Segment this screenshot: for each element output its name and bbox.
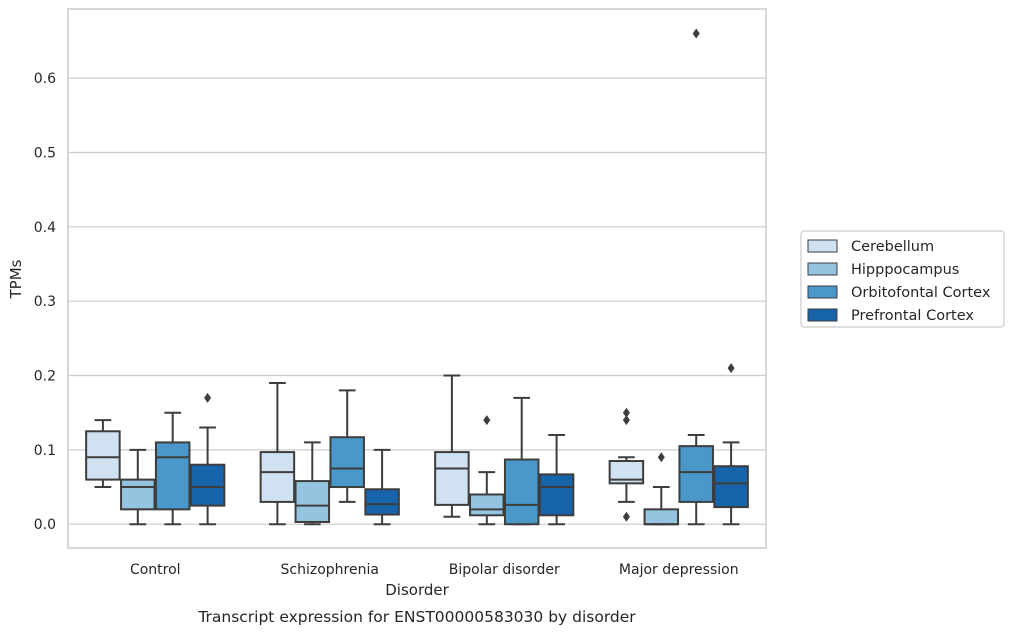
x-tick-labels: Control Schizophrenia Bipolar disorder Majo…	[130, 562, 739, 578]
outlier-point	[657, 452, 665, 463]
chart-caption: Transcript expression for ENST0000058303…	[197, 608, 636, 626]
box-series	[85, 28, 749, 526]
legend-label: Hipppocampus	[851, 262, 959, 278]
box-mark	[120, 448, 156, 526]
legend: Cerebellum Hipppocampus Orbitofontal Corte…	[800, 230, 1005, 328]
outlier-point	[692, 28, 700, 39]
box-body	[608, 460, 645, 485]
y-tick-label: 0.0	[34, 517, 56, 533]
y-tick-label: 0.4	[34, 220, 56, 236]
series-hipppocampus	[120, 415, 680, 526]
y-tick-label: 0.2	[34, 369, 56, 385]
box-mark	[538, 433, 575, 526]
legend-label: Cerebellum	[851, 239, 934, 255]
x-tick-label: Schizophrenia	[281, 562, 379, 578]
outlier-point	[727, 363, 735, 374]
box-mark	[503, 396, 540, 526]
legend-swatch	[807, 285, 838, 299]
box-body	[189, 463, 226, 507]
y-tick-label: 0.5	[34, 145, 56, 161]
series-cerebellum	[85, 374, 645, 526]
box-body	[713, 465, 749, 509]
x-tick-label: Bipolar disorder	[449, 562, 560, 578]
outlier-point	[483, 415, 491, 426]
box-mark	[608, 407, 645, 522]
legend-swatch	[807, 308, 838, 322]
x-axis-label: Disorder	[385, 581, 449, 599]
box-body	[364, 488, 400, 516]
outlier-point	[622, 415, 630, 426]
legend-swatch	[807, 262, 838, 276]
y-tick-label: 0.3	[34, 294, 56, 310]
x-tick-label: Control	[130, 562, 181, 578]
box-body	[85, 430, 121, 481]
series-orbitofontal-cortex	[154, 28, 714, 526]
legend-label: Prefrontal Cortex	[851, 308, 974, 324]
box-body	[294, 480, 331, 523]
box-body	[503, 458, 540, 526]
y-axis-label: TPMs	[7, 259, 25, 299]
legend-frame	[800, 230, 1005, 328]
box-body	[120, 478, 156, 511]
y-tick-label: 0.1	[34, 443, 56, 459]
box-mark	[154, 411, 191, 526]
box-body	[469, 493, 505, 517]
box-mark	[329, 389, 365, 503]
box-mark	[259, 381, 296, 526]
box-body	[643, 508, 680, 526]
box-body	[678, 445, 714, 503]
box-body	[538, 473, 575, 517]
box-mark	[189, 392, 226, 526]
outlier-point	[622, 407, 630, 418]
x-tick-label: Major depression	[619, 562, 739, 578]
box-body	[154, 441, 191, 511]
box-mark	[434, 374, 470, 518]
box-mark	[469, 415, 505, 526]
plot-frame	[67, 8, 767, 549]
box-body	[259, 451, 296, 503]
box-mark	[294, 441, 331, 526]
y-tick-labels: 0.0 0.1 0.2 0.3 0.4 0.5 0.6	[34, 71, 56, 533]
box-body	[329, 436, 365, 489]
box-mark	[678, 28, 714, 526]
legend-swatch	[807, 239, 838, 253]
outlier-point	[622, 511, 630, 522]
box-mark	[85, 419, 121, 489]
series-prefrontal-cortex	[189, 363, 749, 526]
box-body	[434, 451, 470, 506]
outlier-point	[204, 392, 212, 403]
legend-label: Orbitofontal Cortex	[851, 285, 991, 301]
box-mark	[713, 363, 749, 526]
box-mark	[643, 452, 680, 526]
y-tick-label: 0.6	[34, 71, 56, 87]
box-mark	[364, 448, 400, 526]
